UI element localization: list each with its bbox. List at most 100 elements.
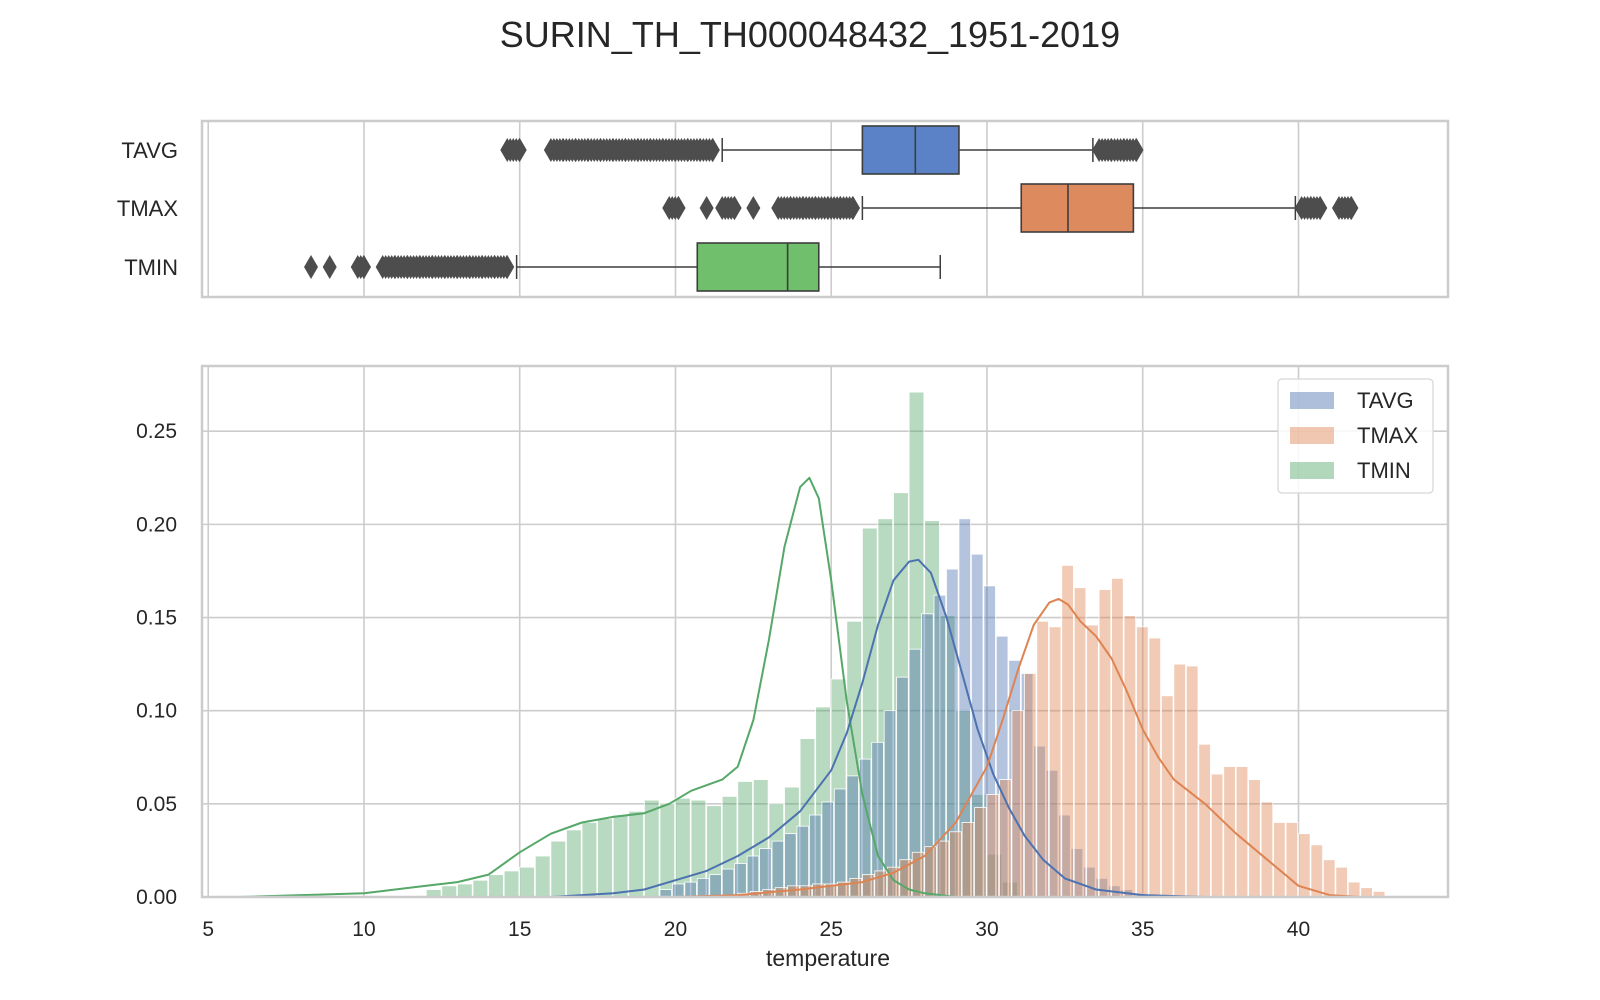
hist-bar	[612, 814, 629, 898]
hist-bar	[721, 868, 735, 898]
x-tick-label: 40	[1287, 918, 1310, 941]
hist-bar	[833, 788, 847, 898]
hist-bar	[1098, 589, 1112, 898]
outlier-marker	[671, 196, 686, 220]
y-tick-label: 0.15	[136, 607, 177, 630]
hist-bar	[457, 883, 473, 898]
legend-swatch-tmax	[1290, 427, 1334, 444]
hist-bar	[534, 855, 551, 898]
outlier-marker	[699, 196, 714, 220]
hist-bar	[1048, 626, 1062, 898]
hist-bar	[488, 874, 504, 898]
hist-bar	[1235, 766, 1249, 898]
hist-bar	[861, 874, 875, 898]
outlier-marker	[846, 196, 861, 220]
hist-bar	[1161, 695, 1174, 898]
hist-bar	[1347, 881, 1361, 898]
hist-bar	[472, 879, 489, 898]
histogram-panel: 5 10 15 20 25 30 35 40 0.00 0.05 0.10 0.15 0.20 0.25…	[136, 364, 1450, 971]
hist-bar	[1148, 637, 1162, 898]
hist-bar	[684, 881, 697, 898]
hist-bar	[597, 818, 613, 898]
hist-bar	[628, 810, 644, 898]
box-iqr	[1020, 183, 1135, 233]
hist-bar	[1111, 578, 1124, 898]
hist-bar	[1248, 779, 1261, 898]
y-tick-label: 0.05	[136, 793, 177, 816]
hist-bar	[671, 883, 685, 898]
hist-bar	[696, 877, 710, 898]
hist-bar	[566, 829, 582, 898]
hist-bar	[1036, 620, 1049, 898]
hist-bar	[974, 807, 987, 898]
kde-line-tmax	[675, 597, 1392, 898]
y-tick-label: 0.00	[136, 886, 177, 909]
x-axis-label: temperature	[766, 945, 890, 971]
hist-bar	[643, 799, 660, 898]
hist-bar	[1123, 615, 1137, 898]
hist-bar	[986, 794, 1000, 898]
legend-swatch-tavg	[1290, 392, 1334, 409]
category-label-tavg: TAVG	[121, 138, 178, 163]
category-label-tmax: TMAX	[117, 196, 178, 221]
outlier-marker	[512, 138, 527, 162]
kde-line-tmin	[239, 476, 987, 898]
box-tmax	[662, 183, 1359, 233]
legend: TAVG TMAX TMIN	[1277, 378, 1434, 494]
hist-bar	[1061, 564, 1074, 898]
hist-bar	[1360, 887, 1373, 898]
legend-label-tavg: TAVG	[1357, 388, 1414, 413]
boxplot-panel: TAVG TMAX TMIN	[117, 119, 1450, 299]
hist-bar	[1086, 624, 1099, 898]
hist-bar	[519, 866, 535, 898]
legend-box	[1277, 378, 1434, 494]
hist-bar	[1185, 665, 1199, 898]
category-label-tmin: TMIN	[124, 255, 178, 280]
box-iqr	[861, 125, 960, 175]
hist-bar	[1260, 801, 1274, 898]
outlier-marker	[356, 255, 371, 279]
hist-bar	[503, 870, 520, 898]
hist-bar	[550, 840, 567, 898]
x-tick-label: 15	[508, 918, 531, 941]
hist-bar	[709, 874, 722, 898]
hist-bar	[821, 801, 834, 898]
hist-bar	[746, 855, 760, 898]
kde-line-tavg	[550, 558, 1206, 898]
box-iqr	[696, 242, 820, 292]
hist-bar	[1011, 710, 1024, 898]
chart-title: SURIN_TH_TH000048432_1951-2019	[500, 14, 1120, 55]
y-tick-label: 0.20	[136, 513, 177, 536]
hist-bar	[441, 885, 458, 898]
y-tick-label: 0.10	[136, 700, 177, 723]
x-tick-label: 35	[1131, 918, 1154, 941]
y-tick-label: 0.25	[136, 420, 177, 443]
hist-bar	[1023, 673, 1037, 898]
bars-tmax	[737, 564, 1386, 898]
outlier-marker	[500, 255, 515, 279]
hist-bar	[1273, 822, 1286, 898]
outlier-marker	[1344, 196, 1359, 220]
box-tavg	[500, 125, 1144, 175]
hist-bar	[936, 840, 950, 898]
outlier-marker	[304, 255, 319, 279]
hist-bar	[1210, 773, 1224, 898]
hist-bar	[1323, 859, 1336, 898]
hist-bar	[1285, 822, 1299, 898]
histogram-frame	[200, 364, 1450, 899]
hist-bar	[1136, 626, 1149, 898]
hist-bar	[734, 863, 747, 898]
legend-label-tmax: TMAX	[1357, 423, 1418, 448]
outlier-marker	[705, 138, 720, 162]
hist-bar	[1198, 743, 1211, 898]
boxplot-frame	[200, 119, 1450, 299]
legend-swatch-tmin	[1290, 462, 1334, 479]
x-tick-label: 30	[975, 918, 998, 941]
x-tick-label: 10	[352, 918, 375, 941]
x-tick-label: 5	[202, 918, 214, 941]
hist-bar	[999, 779, 1012, 898]
hist-bar	[949, 831, 962, 898]
hist-bar	[849, 877, 862, 898]
box-tmin	[304, 242, 942, 292]
